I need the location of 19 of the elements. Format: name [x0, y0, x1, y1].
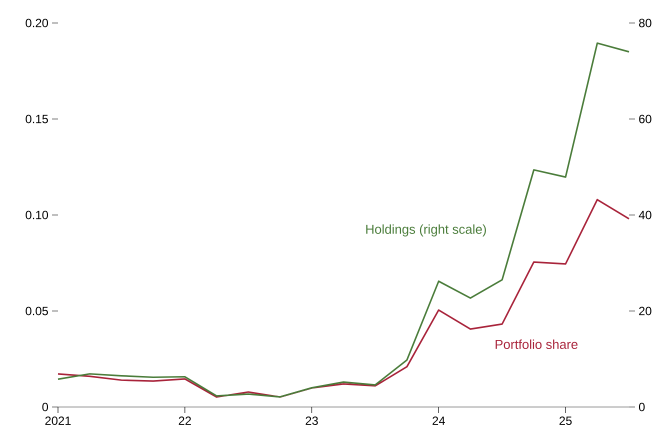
x-tick-label: 22 [178, 416, 191, 425]
y-tick-label: 0.15 [26, 114, 48, 124]
x-tick-label: 24 [432, 416, 445, 425]
y-tick-label: 0 [42, 402, 48, 412]
y2-tick-label: 20 [639, 306, 652, 316]
text: Holdings (right scale) [366, 224, 486, 236]
x-tick-label: 25 [560, 416, 572, 425]
y-tick-label: 0.20 [26, 18, 48, 28]
line-series [57, 198, 630, 398]
y2-tick-label: 40 [638, 210, 652, 220]
y2-tick-label: 80 [639, 18, 652, 28]
y2-tick-label: 60 [639, 114, 652, 124]
x-tick-label: 23 [306, 416, 318, 425]
y-tick-label: 0.05 [26, 306, 48, 316]
line-series [57, 42, 630, 398]
y-tick-label: 0.10 [26, 210, 48, 220]
series-label: Portfolio share [496, 339, 578, 349]
y2-tick-label: 0 [638, 402, 645, 412]
x-tick-label: 2021 [45, 416, 71, 425]
